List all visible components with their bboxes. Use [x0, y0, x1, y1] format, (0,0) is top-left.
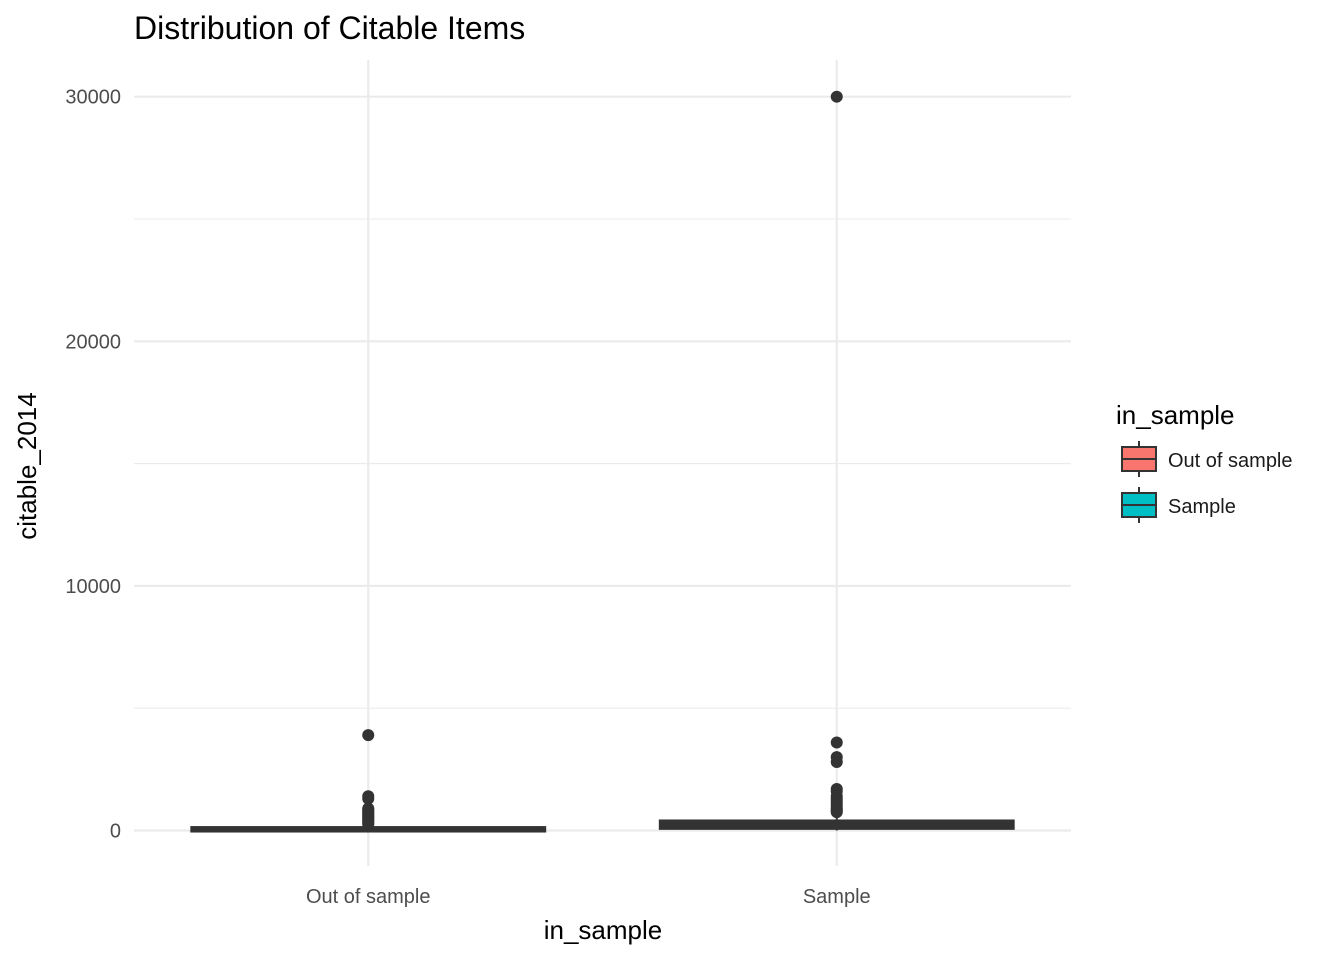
legend-title: in_sample [1116, 400, 1235, 430]
outlier-point [362, 792, 375, 805]
outlier-point [830, 736, 843, 749]
y-tick-label: 0 [110, 821, 121, 843]
x-axis-title: in_sample [544, 915, 663, 945]
x-tick-label: Out of sample [306, 886, 431, 908]
y-axis-ticks: 0 10000 20000 30000 [65, 87, 121, 843]
outlier-point [362, 818, 375, 831]
legend: in_sample Out of sample Sample [1116, 400, 1293, 523]
chart-title: Distribution of Citable Items [134, 10, 525, 46]
outlier-point [830, 756, 843, 769]
boxplot-boxes [190, 813, 1015, 833]
outlier-points [362, 90, 843, 831]
grid-lines [134, 60, 1071, 866]
legend-label: Out of sample [1168, 450, 1293, 472]
y-tick-label: 10000 [65, 576, 121, 598]
x-tick-label: Sample [803, 886, 871, 908]
y-axis-title: citable_2014 [12, 392, 42, 539]
outlier-point [830, 90, 843, 103]
outlier-point [830, 806, 843, 819]
y-tick-label: 30000 [65, 87, 121, 109]
outlier-point [362, 729, 375, 742]
legend-label: Sample [1168, 496, 1236, 518]
x-axis-ticks: Out of sample Sample [306, 886, 871, 908]
y-tick-label: 20000 [65, 331, 121, 353]
